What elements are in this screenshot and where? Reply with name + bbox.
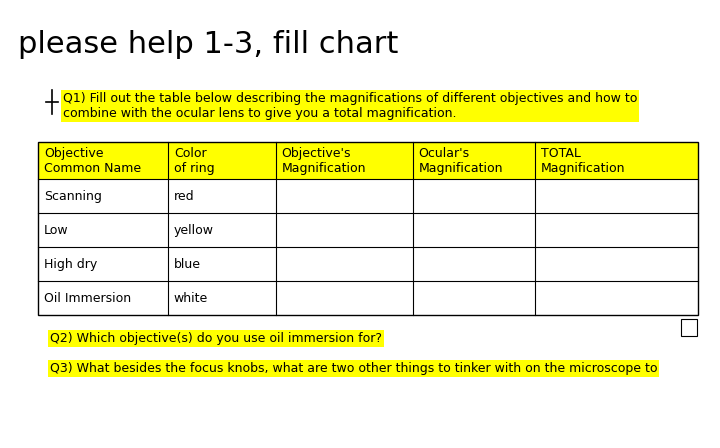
Text: yellow: yellow [174,224,214,237]
Text: Oil Immersion: Oil Immersion [44,292,131,305]
Text: please help 1-3, fill chart: please help 1-3, fill chart [18,30,398,59]
Text: Objective's
Magnification: Objective's Magnification [282,146,366,175]
Text: Low: Low [44,224,68,237]
Text: TOTAL
Magnification: TOTAL Magnification [541,146,625,175]
Text: white: white [174,292,208,305]
Text: Scanning: Scanning [44,190,102,202]
Text: High dry: High dry [44,258,97,271]
Text: Objective
Common Name: Objective Common Name [44,146,141,175]
Text: Color
of ring: Color of ring [174,146,215,175]
Text: Q2) Which objective(s) do you use oil immersion for?: Q2) Which objective(s) do you use oil im… [50,332,382,345]
Text: Q1) Fill out the table below describing the magnifications of different objectiv: Q1) Fill out the table below describing … [63,92,637,120]
Text: blue: blue [174,258,201,271]
Text: Ocular's
Magnification: Ocular's Magnification [418,146,503,175]
Text: red: red [174,190,194,202]
Text: Q3) What besides the focus knobs, what are two other things to tinker with on th: Q3) What besides the focus knobs, what a… [50,362,657,375]
